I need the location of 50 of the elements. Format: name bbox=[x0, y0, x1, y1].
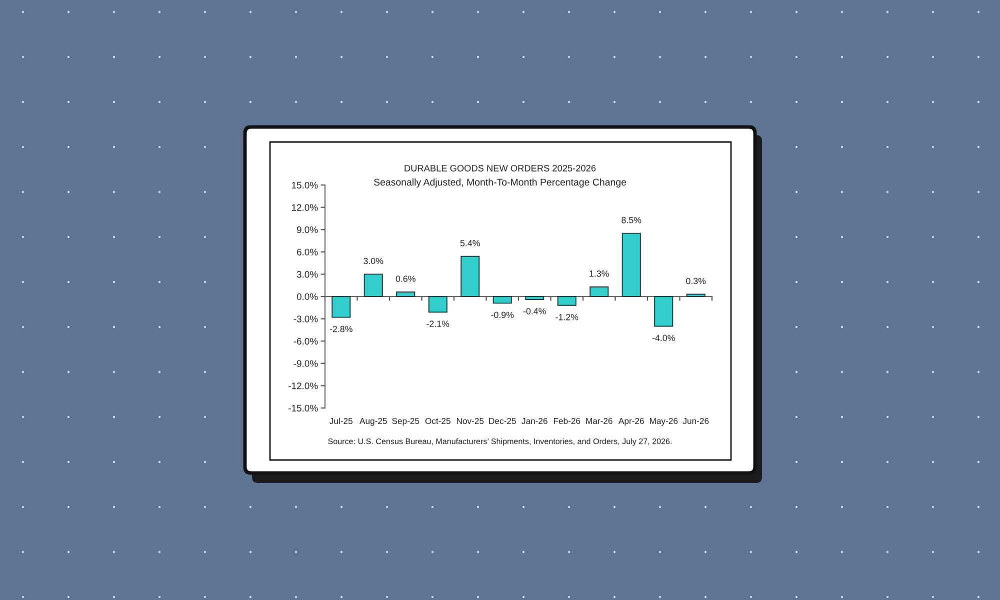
bar bbox=[654, 296, 674, 327]
x-tick-label: Feb-26 bbox=[554, 418, 580, 424]
y-tick-label: 15.0% bbox=[292, 182, 318, 189]
data-label: 5.4% bbox=[460, 240, 480, 246]
y-tick-label: -9.0% bbox=[294, 360, 318, 367]
chart-subtitle: Seasonally Adjusted, Month-To-Month Percentage Change bbox=[374, 178, 626, 188]
y-tick-label: 12.0% bbox=[292, 204, 318, 211]
y-tick-label: 9.0% bbox=[296, 226, 318, 234]
data-label: -4.0% bbox=[652, 334, 675, 342]
bar bbox=[525, 296, 544, 300]
data-label: -0.9% bbox=[491, 312, 514, 318]
x-tick-label: Aug-25 bbox=[360, 418, 387, 426]
y-tick-label: 6.0% bbox=[297, 248, 318, 256]
x-tick-label: Nov-25 bbox=[456, 418, 484, 424]
x-tick-label: Mar-26 bbox=[586, 418, 612, 424]
y-tick-label: -6.0% bbox=[294, 338, 318, 345]
bar bbox=[622, 232, 641, 297]
data-label: 8.5% bbox=[622, 216, 642, 224]
bar bbox=[686, 294, 706, 297]
bar bbox=[396, 292, 416, 297]
x-tick-label: May-26 bbox=[650, 418, 678, 426]
y-tick-label: -3.0% bbox=[294, 316, 318, 322]
x-tick-label: Sep-25 bbox=[392, 418, 420, 426]
y-tick-label: 0.0% bbox=[296, 293, 318, 300]
x-tick-label: Dec-25 bbox=[489, 418, 516, 424]
x-tick-label: Jun-26 bbox=[682, 418, 709, 424]
y-tick-label: -15.0% bbox=[288, 404, 318, 412]
chart-title: DURABLE GOODS NEW ORDERS 2025-2026 bbox=[404, 164, 596, 172]
y-tick-label: -12.0% bbox=[288, 382, 318, 390]
data-label: 1.3% bbox=[590, 270, 609, 277]
x-tick-label: Apr-26 bbox=[618, 418, 644, 426]
bar bbox=[492, 296, 512, 304]
data-label: -2.1% bbox=[426, 320, 450, 327]
data-label: -1.2% bbox=[556, 314, 578, 320]
x-tick-label: Jan-26 bbox=[522, 418, 548, 424]
bar bbox=[332, 296, 351, 318]
data-label: 3.0% bbox=[364, 258, 384, 264]
data-label: 0.6% bbox=[396, 276, 416, 282]
bar bbox=[364, 274, 383, 297]
data-label: -2.8% bbox=[330, 326, 352, 332]
bar bbox=[428, 296, 448, 313]
data-label: -0.4% bbox=[523, 308, 546, 314]
bar bbox=[557, 296, 576, 306]
bar bbox=[460, 256, 480, 297]
x-tick-label: Oct-25 bbox=[425, 418, 450, 424]
x-tick-label: Jul-25 bbox=[330, 418, 352, 424]
bar bbox=[590, 286, 609, 297]
y-tick-label: 3.0% bbox=[296, 271, 318, 278]
data-label: 0.3% bbox=[686, 278, 706, 284]
source-note: Source: U.S. Census Bureau, Manufacturers’ Shipments, Inventories, and Orders, July 27, 2026. bbox=[328, 438, 672, 446]
